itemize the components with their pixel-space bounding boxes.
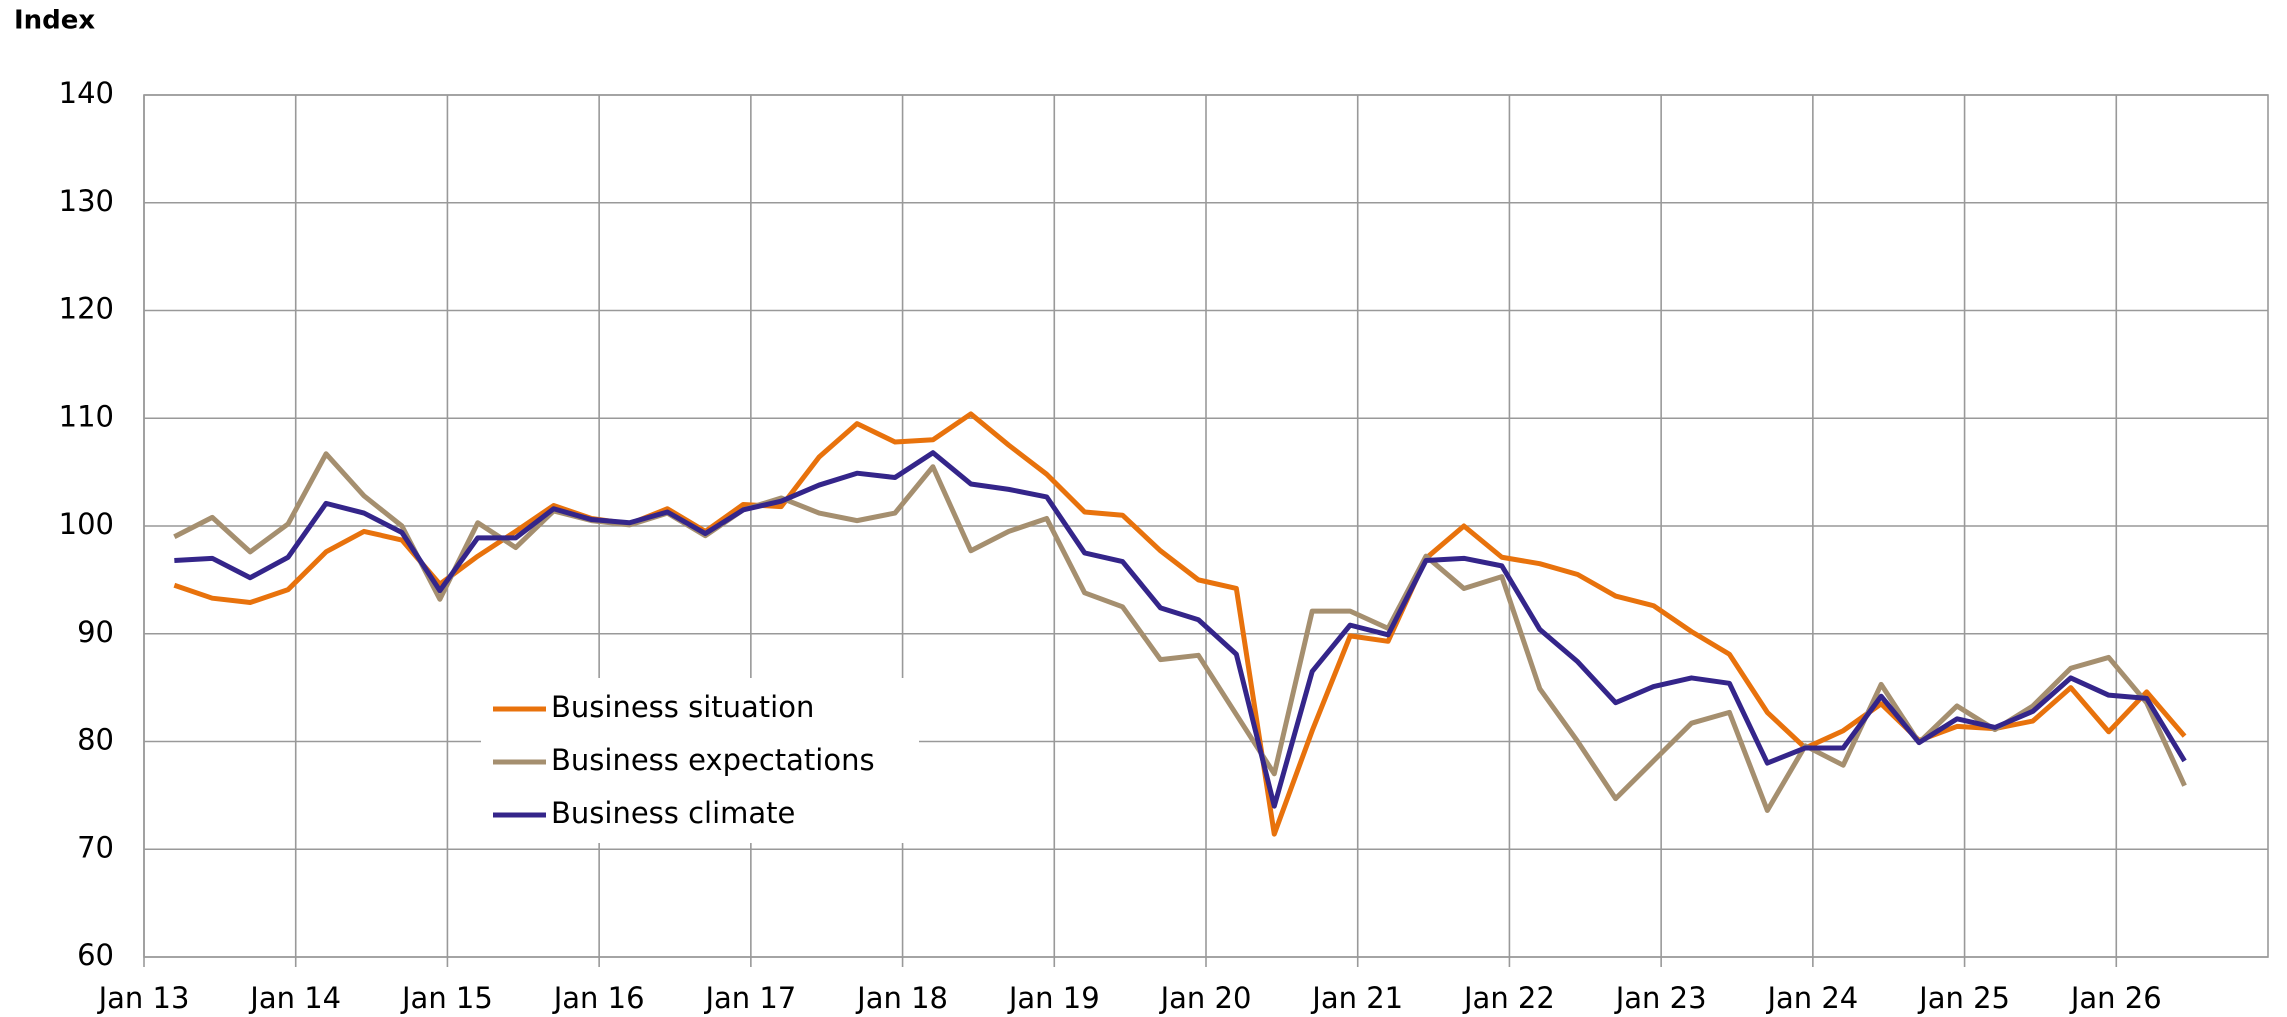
y-tick-label: 130 (59, 184, 114, 218)
y-tick-label: 100 (59, 507, 114, 541)
y-tick-label: 90 (77, 615, 114, 649)
legend-label: Business expectations (551, 743, 875, 777)
y-tick-label: 120 (59, 292, 114, 326)
legend-label: Business situation (551, 690, 814, 724)
y-tick-label: 70 (77, 830, 114, 864)
x-tick-label: Jan 13 (97, 981, 190, 1015)
series-line (173, 451, 2187, 813)
y-tick-label: 60 (77, 938, 114, 972)
x-tick-label: Jan 18 (855, 981, 948, 1015)
x-tick-label: Jan 16 (552, 981, 645, 1015)
x-tick-label: Jan 15 (400, 981, 493, 1015)
x-tick-label: Jan 20 (1159, 981, 1252, 1015)
series-line (173, 411, 2187, 837)
x-tick-label: Jan 22 (1462, 981, 1555, 1015)
y-tick-label: 110 (59, 399, 114, 433)
series-line (174, 450, 2187, 809)
y-axis-label: Index (14, 6, 95, 36)
x-tick-label: Jan 21 (1310, 981, 1403, 1015)
x-tick-label: Jan 17 (703, 981, 796, 1015)
legend-label: Business climate (551, 796, 795, 830)
x-tick-label: Jan 25 (1917, 981, 2010, 1015)
legend-box (481, 678, 919, 843)
x-tick-label: Jan 26 (2069, 981, 2162, 1015)
y-tick-label: 80 (77, 723, 114, 757)
x-tick-label: Jan 19 (1007, 981, 1100, 1015)
y-tick-label: 140 (59, 76, 114, 110)
x-tick-label: Jan 14 (248, 981, 341, 1015)
x-tick-label: Jan 24 (1765, 981, 1858, 1015)
x-tick-label: Jan 23 (1614, 981, 1707, 1015)
